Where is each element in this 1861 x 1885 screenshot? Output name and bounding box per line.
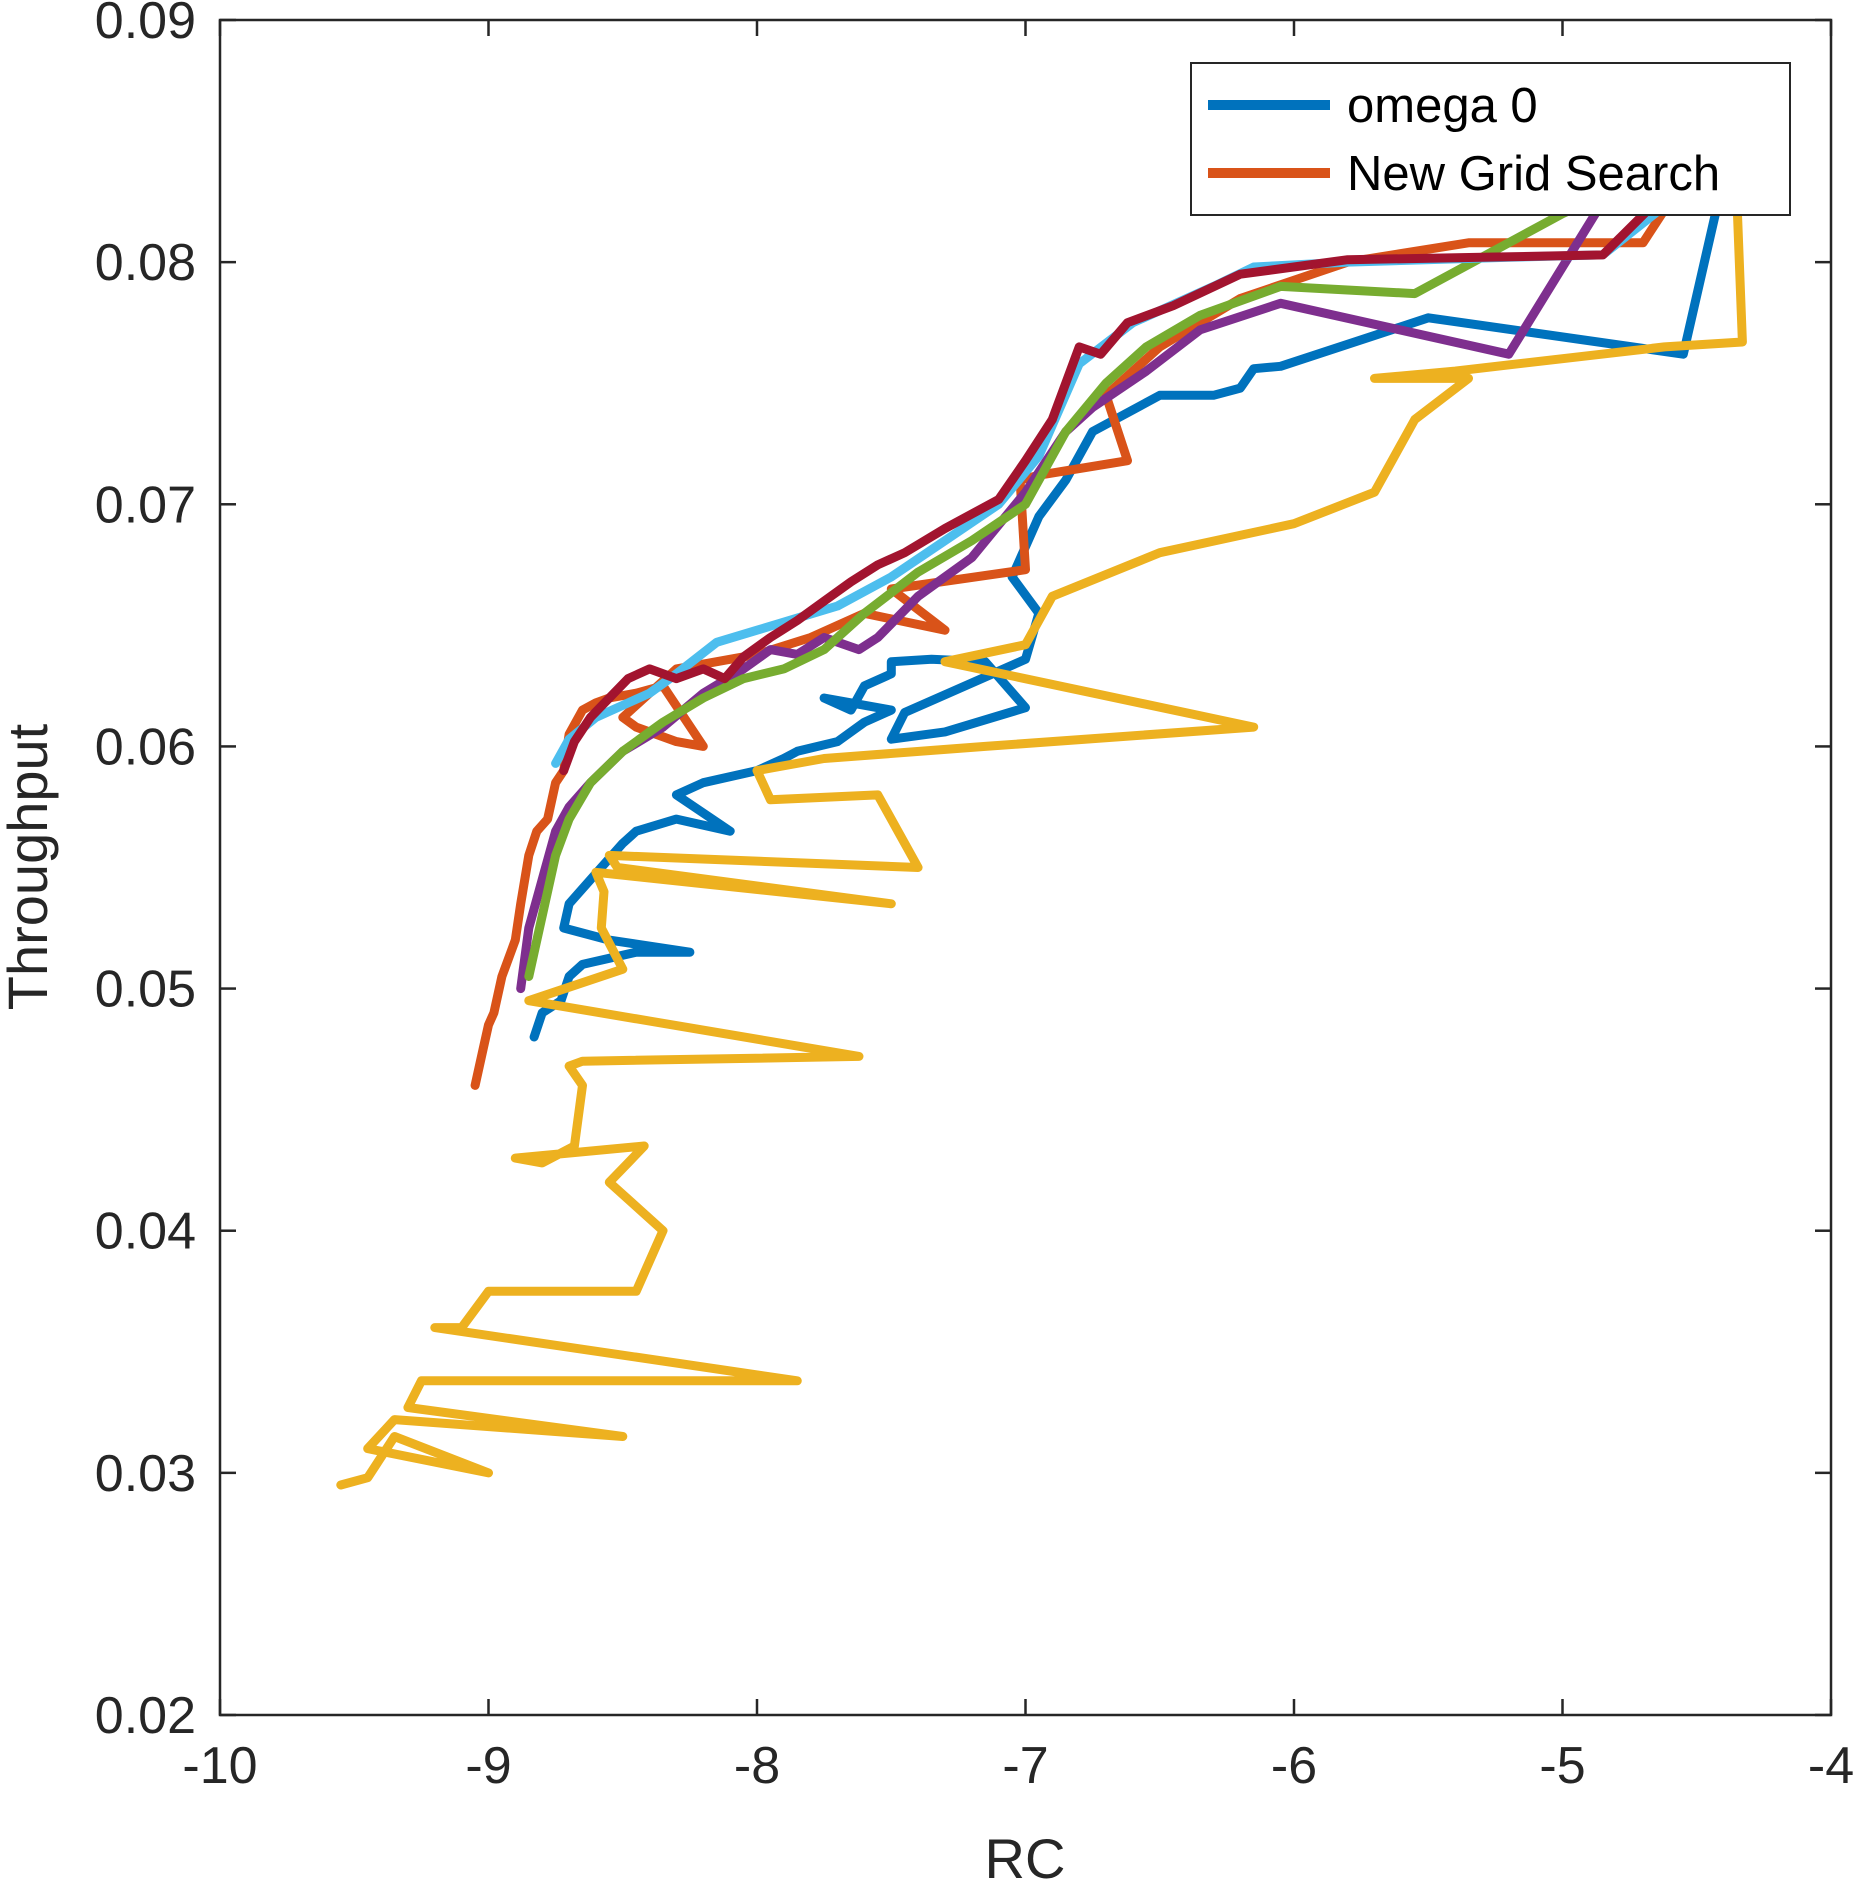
y-tick-label: 0.02	[95, 1687, 196, 1745]
y-tick-label: 0.04	[95, 1203, 196, 1261]
plot-area	[220, 20, 1831, 1715]
y-tick-label: 0.05	[95, 961, 196, 1019]
legend-label-omega-0: omega 0	[1347, 79, 1538, 133]
x-tick-label: -8	[734, 1737, 780, 1795]
series-line-7	[559, 197, 1661, 776]
series-line-3	[336, 197, 1747, 1490]
y-tick-label: 0.09	[95, 0, 196, 50]
series-line-4	[516, 197, 1608, 994]
x-tick-label: -10	[182, 1737, 257, 1795]
x-tick-label: -4	[1808, 1737, 1854, 1795]
y-tick-label: 0.03	[95, 1445, 196, 1503]
x-tick-label: -5	[1539, 1737, 1585, 1795]
y-tick-label: 0.08	[95, 234, 196, 292]
y-tick-label: 0.07	[95, 476, 196, 534]
series-line-5	[524, 197, 1594, 981]
legend-box	[1190, 62, 1791, 216]
series-line-new-grid-search	[470, 197, 1675, 1090]
legend-label-new-grid-search: New Grid Search	[1347, 147, 1720, 201]
series-line-omega-0	[529, 197, 1723, 1042]
y-tick-labels: 0.02 0.03 0.04 0.05 0.06 0.07 0.08 0.09	[95, 0, 196, 1745]
x-tick-label: -7	[1002, 1737, 1048, 1795]
legend: omega 0 New Grid Search	[1190, 62, 1791, 216]
y-tick-label: 0.06	[95, 718, 196, 776]
x-axis-label: RC	[985, 1827, 1066, 1885]
series-layer	[336, 197, 1747, 1490]
x-tick-labels: -10 -9 -8 -7 -6 -5 -4	[182, 1737, 1854, 1795]
axes-box	[218, 18, 1833, 1717]
x-tick-label: -9	[465, 1737, 511, 1795]
y-axis-label: Throughput	[0, 723, 59, 1010]
x-tick-label: -6	[1271, 1737, 1317, 1795]
